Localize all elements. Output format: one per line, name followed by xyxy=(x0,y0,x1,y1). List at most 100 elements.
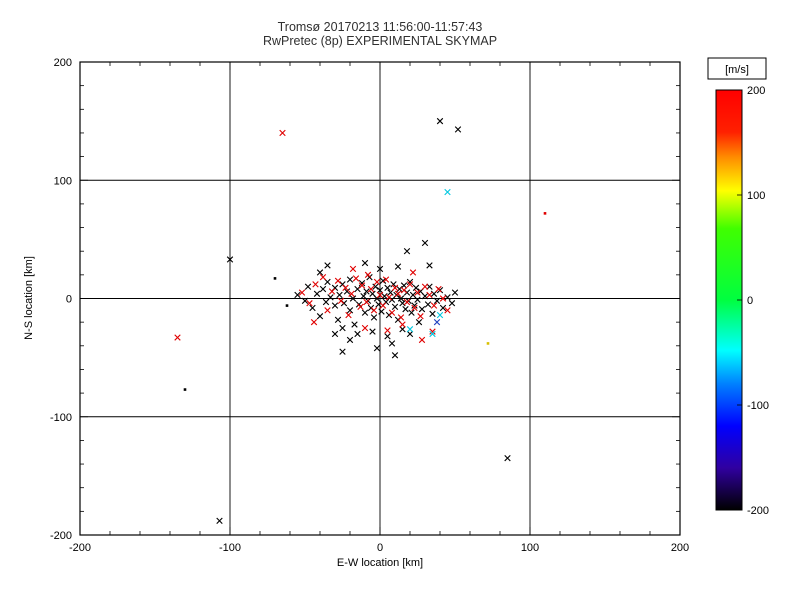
x-axis-label: E-W location [km] xyxy=(337,557,423,569)
data-point-dot xyxy=(486,342,490,345)
data-point-x xyxy=(369,328,376,335)
data-point-x xyxy=(324,307,331,314)
data-point-x xyxy=(391,303,399,310)
data-point-x xyxy=(376,291,384,299)
x-tick-label: -100 xyxy=(219,542,241,554)
data-point-x xyxy=(363,298,370,306)
data-point-x xyxy=(433,297,441,305)
data-point-x xyxy=(384,333,391,340)
data-point-x xyxy=(382,276,390,283)
data-point-x xyxy=(328,288,336,295)
data-point-x xyxy=(373,278,381,286)
data-point-x xyxy=(327,294,334,301)
tick-layer xyxy=(79,61,681,536)
data-point-x xyxy=(406,278,414,286)
data-point-x xyxy=(436,117,444,125)
data-point-x xyxy=(394,290,402,297)
data-point-x xyxy=(415,318,423,326)
data-point-x xyxy=(429,310,436,318)
data-point-dot xyxy=(285,304,289,307)
data-point-x xyxy=(310,318,318,326)
data-point-x xyxy=(418,336,426,344)
y-tick-label: 100 xyxy=(54,175,72,187)
data-point-x xyxy=(448,300,456,307)
data-point-x xyxy=(406,326,414,333)
data-point-x xyxy=(451,289,459,296)
data-point-x xyxy=(400,282,408,289)
data-point-x xyxy=(417,313,424,320)
data-point-x xyxy=(397,295,405,302)
colorbar-tick-layer: 200 100 0 -100 -200 xyxy=(737,85,769,517)
data-point-x xyxy=(349,265,357,273)
data-point-x xyxy=(504,454,511,462)
data-point-x xyxy=(316,313,324,320)
data-point-x xyxy=(384,284,391,292)
data-point-x xyxy=(406,281,414,288)
data-point-x xyxy=(279,129,286,137)
data-point-x xyxy=(354,330,361,338)
data-point-x xyxy=(372,283,379,290)
data-point-x xyxy=(370,314,378,321)
data-point-x xyxy=(388,309,396,316)
scatter-points-layer xyxy=(174,117,547,524)
data-point-x xyxy=(412,284,420,292)
data-point-x xyxy=(414,289,421,296)
data-point-x xyxy=(436,311,444,319)
data-point-x xyxy=(357,303,364,310)
data-point-x xyxy=(312,281,319,288)
chart-title: Tromsø 20170213 11:56:00-11:57:43 xyxy=(278,20,483,34)
data-point-x xyxy=(339,324,346,332)
data-point-x xyxy=(352,275,360,282)
data-point-x xyxy=(331,302,339,309)
data-point-x xyxy=(396,285,403,293)
data-point-x xyxy=(409,269,417,276)
data-point-x xyxy=(378,308,385,315)
data-point-x xyxy=(399,300,406,307)
data-point-x xyxy=(358,279,366,287)
data-point-x xyxy=(411,302,418,309)
data-point-x xyxy=(429,330,436,338)
data-point-x xyxy=(414,296,421,303)
grid-layer xyxy=(80,62,680,535)
data-point-x xyxy=(174,334,181,341)
data-point-x xyxy=(388,340,396,347)
data-point-x xyxy=(304,283,312,290)
data-point-x xyxy=(361,324,369,332)
data-point-x xyxy=(435,285,442,293)
data-point-x xyxy=(402,305,409,313)
data-point-x xyxy=(216,517,223,524)
data-point-x xyxy=(403,248,411,255)
data-point-x xyxy=(331,330,339,338)
data-point-x xyxy=(397,314,405,321)
data-point-x xyxy=(439,295,447,302)
y-tick-label: -200 xyxy=(50,530,72,542)
data-point-x xyxy=(429,328,436,335)
data-point-x xyxy=(351,321,358,328)
data-point-x xyxy=(426,262,433,269)
data-point-x xyxy=(337,297,345,305)
data-point-x xyxy=(367,285,375,293)
data-point-x xyxy=(348,290,355,297)
tick-label-layer: -200 -100 0 100 200 -200 -100 0 100 200 xyxy=(50,57,689,554)
data-point-x xyxy=(342,284,349,292)
data-point-x xyxy=(319,274,327,281)
data-point-x xyxy=(399,326,406,333)
data-point-x xyxy=(394,263,402,270)
data-point-x xyxy=(361,259,369,267)
data-point-x xyxy=(306,300,313,307)
y-axis-label: N-S location [km] xyxy=(23,256,35,340)
data-point-x xyxy=(345,311,352,319)
y-tick-label: 0 xyxy=(66,294,72,306)
data-point-x xyxy=(343,288,351,295)
data-point-x xyxy=(349,295,357,302)
data-point-x xyxy=(316,269,324,276)
data-point-x xyxy=(346,336,354,344)
data-point-x xyxy=(226,256,234,263)
colorbar-tick-label: 0 xyxy=(747,295,753,307)
data-point-x xyxy=(400,287,408,294)
data-point-x xyxy=(363,288,370,295)
data-point-x xyxy=(301,297,309,305)
data-point-x xyxy=(373,344,381,352)
